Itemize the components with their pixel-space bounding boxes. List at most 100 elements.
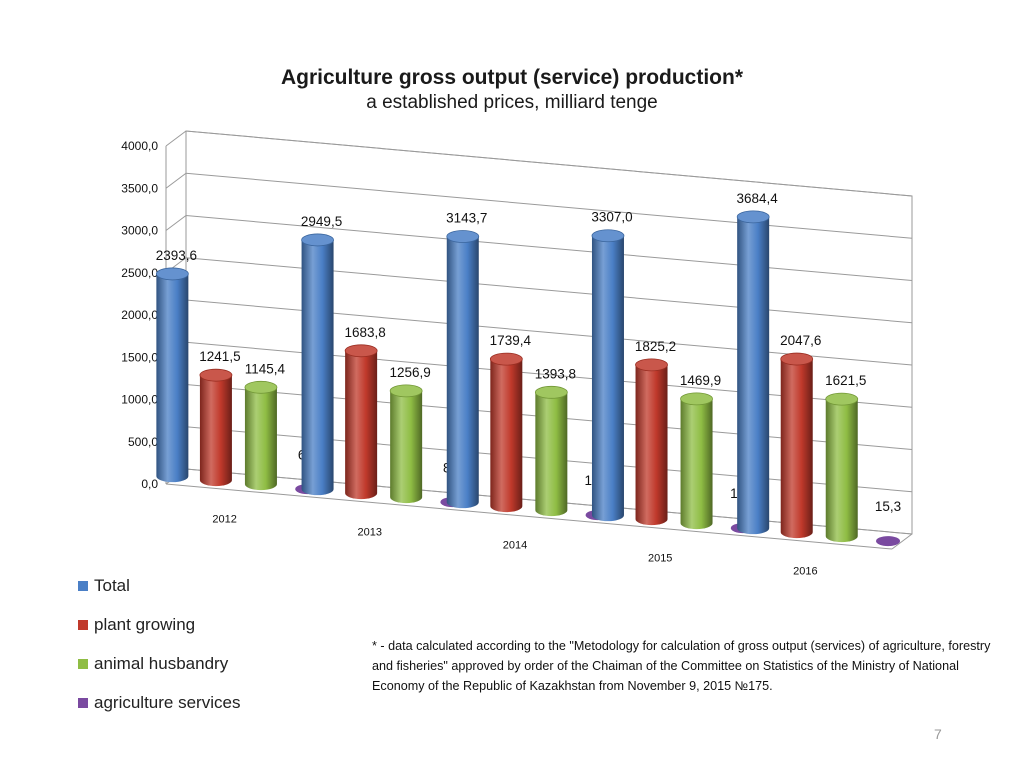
chart-legend: Total plant growing animal husbandry agricu…	[78, 566, 240, 722]
bar-body	[591, 235, 624, 522]
legend-swatch	[78, 658, 88, 669]
bar-body	[535, 392, 568, 517]
x-tick-label: 2014	[503, 540, 527, 552]
data-label: 1241,5	[199, 349, 240, 364]
gridline	[165, 130, 913, 197]
bar-body	[780, 359, 813, 539]
bar-body	[244, 387, 277, 491]
y-tick-label: 4000,0	[121, 139, 158, 153]
legend-label: agriculture services	[94, 692, 241, 712]
gridline	[165, 172, 913, 239]
legend-swatch	[78, 619, 88, 630]
bar-top	[446, 230, 480, 243]
y-tick-label: 1000,0	[121, 393, 158, 407]
bar-top	[199, 368, 233, 382]
data-label: 1145,4	[245, 361, 286, 376]
legend-swatch	[78, 697, 88, 708]
bar-disc	[876, 536, 901, 547]
bar-top	[301, 233, 334, 247]
data-label: 15,3	[875, 499, 901, 514]
legend-item: animal husbandry	[78, 644, 240, 683]
x-tick-label: 2015	[648, 553, 672, 565]
bar-top	[489, 352, 523, 366]
bar-body	[635, 364, 668, 526]
data-label: 2047,6	[780, 333, 821, 348]
bar-animal-husbandry-2015: 1469,9	[680, 373, 721, 530]
bar-animal-husbandry-2014: 1393,8	[534, 366, 576, 517]
bar-body	[301, 239, 334, 496]
bars: 2393,61241,51145,46,72949,51683,81256,98…	[155, 191, 901, 547]
floor-front-edge	[165, 483, 893, 550]
bar-top	[344, 344, 378, 358]
x-tick-label: 2012	[212, 514, 236, 526]
bar-top	[680, 392, 713, 406]
bar-body	[390, 390, 423, 504]
data-label: 1469,9	[680, 373, 721, 388]
bar-body	[490, 359, 523, 513]
legend-label: plant growing	[94, 614, 196, 634]
data-label: 3684,4	[737, 191, 779, 206]
bar-agriculture-services-2016: 15,3	[875, 499, 901, 547]
chart-title: Agriculture gross output (service) produ…	[280, 66, 744, 89]
bar-plant-growing-2016: 2047,6	[780, 333, 821, 539]
data-label: 3307,0	[591, 210, 632, 225]
y-tick-label: 500,0	[128, 435, 158, 449]
footnote: * - data calculated according to the "Me…	[372, 639, 991, 693]
y-tick-label: 1500,0	[121, 350, 158, 364]
bar-top	[736, 210, 770, 224]
data-label: 1256,9	[389, 365, 430, 380]
bar-body	[680, 398, 713, 530]
y-tick-label: 3000,0	[121, 224, 158, 238]
x-tick-label: 2016	[793, 566, 817, 578]
y-tick-label: 3500,0	[121, 181, 158, 195]
data-label: 1825,2	[635, 339, 676, 354]
data-label: 3143,7	[446, 211, 487, 226]
bar-body	[156, 273, 189, 483]
bar-top	[780, 352, 814, 366]
bar-top	[244, 380, 278, 394]
bar-animal-husbandry-2012: 1145,4	[244, 361, 286, 491]
gridline	[165, 214, 913, 281]
data-label: 1739,4	[490, 333, 532, 348]
bar-body	[825, 399, 858, 543]
data-label: 1683,8	[344, 325, 385, 340]
y-tick-label: 0,0	[141, 477, 158, 491]
bar-top	[534, 385, 568, 399]
legend-item: Total	[78, 566, 240, 605]
bar-plant-growing-2012: 1241,5	[199, 349, 241, 487]
bar-total-2012: 2393,6	[155, 248, 197, 483]
bar-total-2015: 3307,0	[591, 210, 633, 522]
legend-item: agriculture services	[78, 683, 240, 722]
bar-animal-husbandry-2016: 1621,5	[825, 373, 866, 543]
floor-right-edge	[891, 533, 913, 550]
data-label: 1393,8	[535, 366, 576, 381]
bar-total-2016: 3684,4	[736, 191, 779, 535]
bar-top	[825, 392, 859, 406]
legend-label: animal husbandry	[94, 653, 229, 673]
bar-top	[591, 229, 625, 243]
bar-body	[737, 216, 770, 535]
y-tick-label: 2500,0	[121, 266, 158, 280]
page-number: 7	[934, 726, 942, 742]
bar-body	[199, 375, 232, 487]
legend-swatch	[78, 580, 88, 591]
bar-plant-growing-2013: 1683,8	[344, 325, 386, 500]
bar-top	[155, 267, 189, 281]
bar-body	[446, 236, 479, 509]
y-tick-label: 2000,0	[121, 308, 158, 322]
bar-plant-growing-2015: 1825,2	[635, 339, 676, 526]
bar-total-2014: 3143,7	[446, 211, 487, 509]
data-label: 2393,6	[156, 248, 197, 263]
x-tick-label: 2013	[358, 527, 382, 539]
bar-top	[389, 384, 423, 398]
bar-total-2013: 2949,5	[301, 214, 342, 496]
legend-item: plant growing	[78, 605, 240, 644]
data-label: 1621,5	[825, 373, 866, 388]
bar-plant-growing-2014: 1739,4	[489, 333, 532, 513]
data-label: 2949,5	[301, 214, 342, 229]
bar-top	[635, 358, 668, 372]
chart-subtitle: a established prices, milliard tenge	[366, 92, 658, 113]
legend-label: Total	[94, 575, 130, 595]
bar-body	[345, 350, 378, 500]
